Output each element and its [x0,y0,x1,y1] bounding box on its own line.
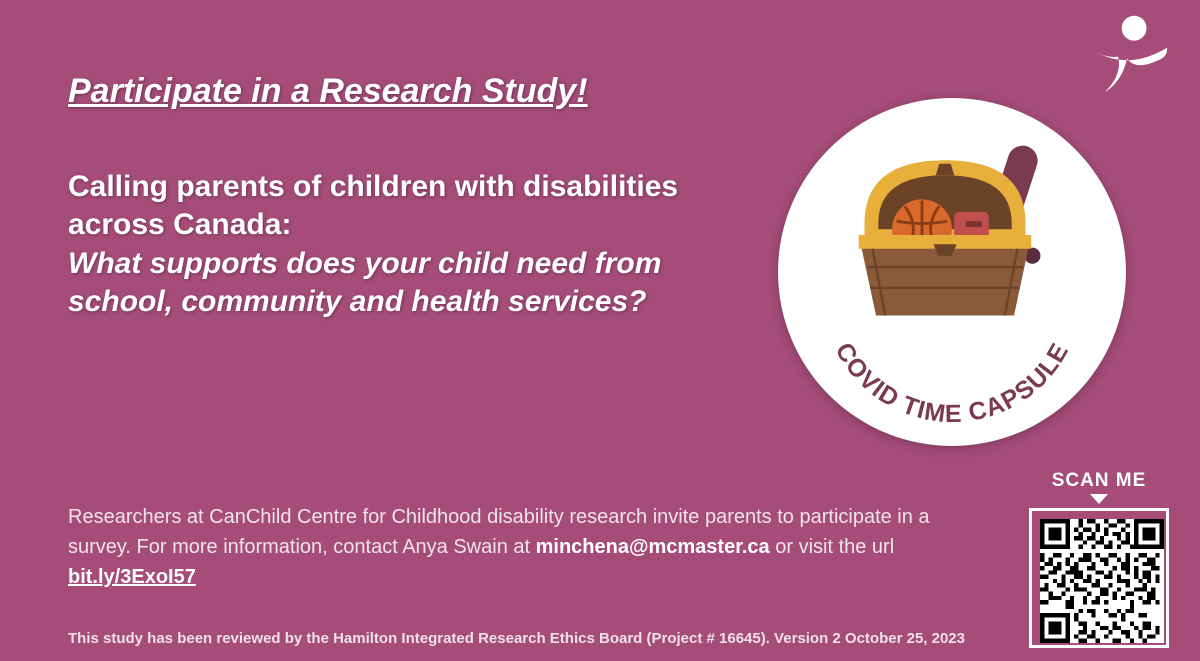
scan-arrow-icon [1090,494,1108,504]
footer-disclaimer: This study has been reviewed by the Hami… [68,630,1148,647]
qr-code-image[interactable] [1040,519,1164,643]
survey-url-link[interactable]: bit.ly/3ExoI57 [68,566,196,588]
covid-time-capsule-badge: COVID TIME CAPSULE [778,98,1126,446]
qr-frame [1029,508,1169,648]
qr-code-section: SCAN ME [1028,470,1170,648]
svg-text:COVID TIME CAPSULE: COVID TIME CAPSULE [830,338,1075,428]
contact-info: Researchers at CanChild Centre for Child… [68,502,988,592]
poster-root: Participate in a Research Study! Calling… [0,0,1200,661]
brand-logo-icon [1082,14,1172,94]
page-title: Participate in a Research Study! [68,72,588,111]
email-link[interactable]: minchena@mcmaster.ca [536,536,770,558]
badge-caption-text: COVID TIME CAPSULE [792,112,1112,432]
scan-me-label: SCAN ME [1028,470,1170,492]
main-description: Calling parents of children with disabil… [68,168,718,322]
